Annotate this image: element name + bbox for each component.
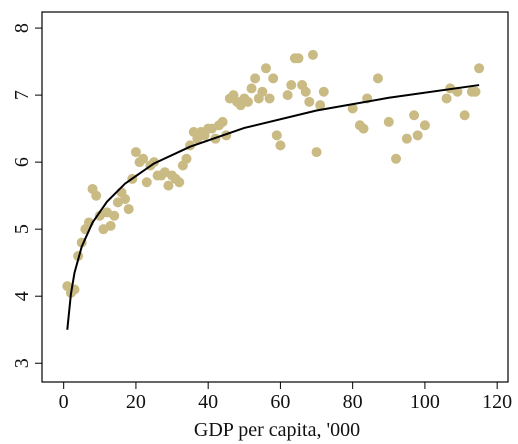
point <box>372 73 383 84</box>
point <box>459 110 470 121</box>
point <box>286 80 297 91</box>
point <box>138 153 149 164</box>
y-tick-label: 7 <box>11 90 33 100</box>
point <box>123 204 134 215</box>
point <box>347 103 358 114</box>
point <box>293 53 304 64</box>
point <box>300 86 311 97</box>
point <box>441 93 452 104</box>
point <box>358 123 369 134</box>
plot-frame <box>41 11 509 383</box>
y-tick-label: 5 <box>11 224 33 234</box>
point <box>257 86 268 97</box>
point <box>91 190 102 201</box>
point <box>163 180 174 191</box>
point <box>242 96 253 107</box>
point <box>409 110 420 121</box>
point <box>275 140 286 151</box>
x-tick-label: 60 <box>270 391 290 413</box>
fit-line <box>66 84 480 330</box>
point <box>282 90 293 101</box>
point <box>246 83 257 94</box>
point <box>315 100 326 111</box>
point <box>474 63 485 74</box>
point <box>109 210 120 221</box>
point <box>470 86 481 97</box>
point <box>141 177 152 188</box>
x-tick-label: 80 <box>343 391 363 413</box>
point <box>181 153 192 164</box>
x-tick-label: 100 <box>410 391 440 413</box>
point <box>307 49 318 60</box>
point <box>271 130 282 141</box>
point <box>174 177 185 188</box>
point <box>250 73 261 84</box>
x-tick-label: 20 <box>126 391 146 413</box>
point <box>304 96 315 107</box>
point <box>130 147 141 158</box>
point <box>268 73 279 84</box>
point <box>311 147 322 158</box>
y-tick-label: 3 <box>11 358 33 368</box>
point <box>260 63 271 74</box>
point <box>391 153 402 164</box>
y-tick-label: 6 <box>11 157 33 167</box>
y-tick-label: 4 <box>11 291 33 301</box>
x-tick-label: 120 <box>482 391 512 413</box>
point <box>401 133 412 144</box>
point <box>264 93 275 104</box>
x-tick-label: 0 <box>59 391 69 413</box>
point <box>383 116 394 127</box>
point <box>419 120 430 131</box>
point <box>120 194 131 205</box>
point <box>105 220 116 231</box>
point <box>217 116 228 127</box>
x-tick-label: 40 <box>198 391 218 413</box>
point <box>318 86 329 97</box>
y-tick-label: 8 <box>11 23 33 33</box>
point <box>412 130 423 141</box>
x-axis-label: GDP per capita, '000 <box>194 419 360 441</box>
